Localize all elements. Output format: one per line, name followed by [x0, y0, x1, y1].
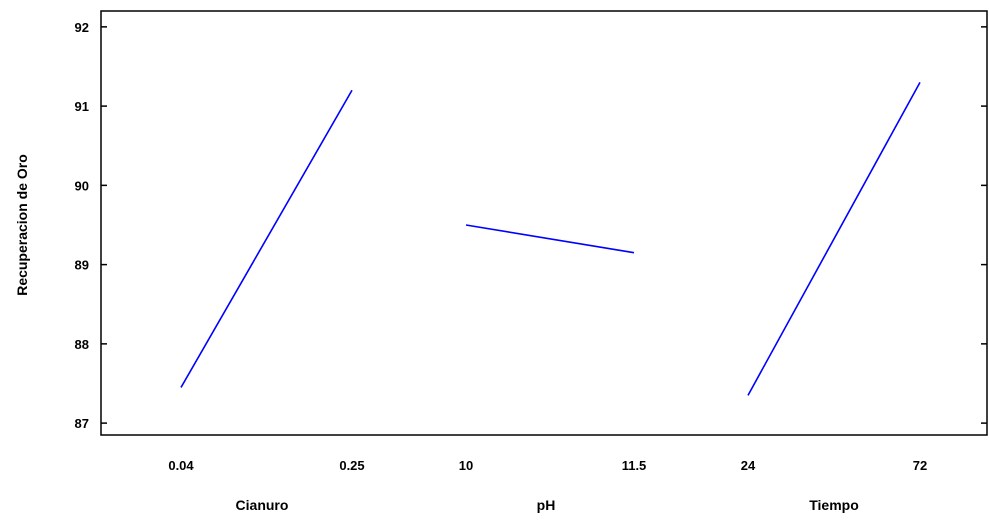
y-tick-label: 90: [75, 178, 89, 193]
x-tick-label: 11.5: [622, 458, 647, 473]
right-axis-ticks: [981, 26, 987, 424]
effect-lines: [180, 81, 921, 396]
y-axis-title: Recuperacion de Oro: [14, 154, 30, 296]
factor-labels: Cianuro pH Tiempo: [236, 497, 859, 513]
x-tick-label: 72: [913, 458, 927, 473]
effect-line-tiempo: [747, 81, 921, 396]
y-axis-ticks: [101, 26, 107, 424]
x-tick-label: 24: [741, 458, 756, 473]
x-tick-label: 0.04: [168, 458, 194, 473]
x-axis-tick-labels: 0.04 0.25 10 11.5 24 72: [168, 458, 927, 473]
y-axis-tick-labels: 87 88 89 90 91 92: [75, 20, 89, 431]
plot-frame: [100, 10, 988, 436]
y-tick-label: 89: [75, 258, 89, 273]
factor-label-cianuro: Cianuro: [236, 497, 289, 513]
y-tick-label: 91: [75, 99, 89, 114]
factor-label-tiempo: Tiempo: [809, 497, 859, 513]
effect-line-ph: [465, 224, 635, 254]
y-tick-label: 92: [75, 20, 89, 35]
factor-label-ph: pH: [537, 497, 556, 513]
x-tick-label: 0.25: [339, 458, 364, 473]
x-tick-label: 10: [459, 458, 473, 473]
y-tick-label: 88: [75, 337, 89, 352]
y-tick-label: 87: [75, 416, 89, 431]
effect-line-cianuro: [180, 89, 353, 388]
